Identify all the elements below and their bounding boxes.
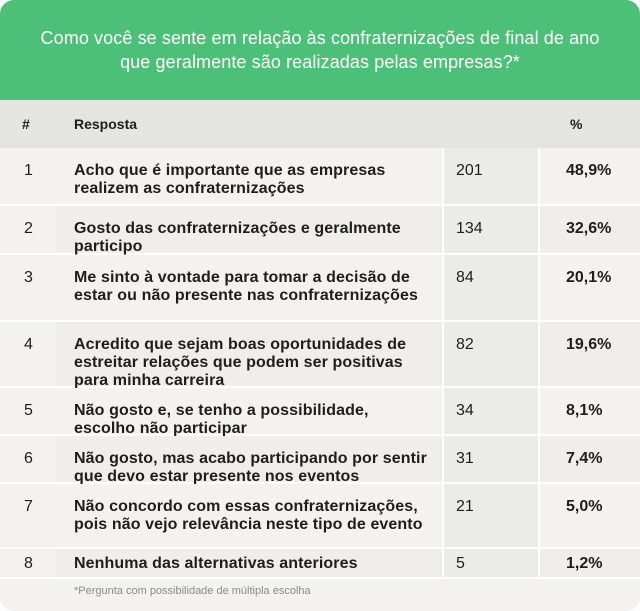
- row-number: 2: [24, 220, 33, 237]
- row-number: 4: [24, 336, 33, 353]
- row-answer: Não gosto e, se tenho a possibilidade, e…: [56, 388, 442, 437]
- header-num: #: [22, 116, 30, 132]
- table-row: 4 Acredito que sejam boas oportunidades …: [0, 322, 640, 389]
- table-body: 1 Acho que é importante que as empresas …: [0, 148, 640, 579]
- table-row: 2 Gosto das confraternizações e geralmen…: [0, 206, 640, 255]
- table-row: 7 Não concordo com essas confraternizaçõ…: [0, 484, 640, 549]
- table-header: # Resposta %: [0, 100, 640, 148]
- table-row: 5 Não gosto e, se tenho a possibilidade,…: [0, 388, 640, 437]
- table-row: 1 Acho que é importante que as empresas …: [0, 148, 640, 206]
- row-percent: 8,1%: [540, 388, 640, 434]
- survey-question-title: Como você se sente em relação às confrat…: [40, 28, 600, 72]
- row-number: 7: [24, 498, 33, 515]
- row-answer: Não gosto, mas acabo participando por se…: [56, 436, 442, 485]
- row-percent: 19,6%: [540, 322, 640, 386]
- row-count: 34: [442, 388, 540, 434]
- footnote: *Pergunta com possibilidade de múltipla …: [74, 585, 311, 597]
- row-answer: Acredito que sejam boas oportunidades de…: [56, 322, 442, 389]
- row-percent: 7,4%: [540, 436, 640, 482]
- table-row: 8 Nenhuma das alternativas anteriores 5 …: [0, 549, 640, 579]
- row-answer: Não concordo com essas confraternizações…: [56, 484, 442, 547]
- row-count: 31: [442, 436, 540, 482]
- row-percent: 32,6%: [540, 206, 640, 253]
- table-row: 6 Não gosto, mas acabo participando por …: [0, 436, 640, 485]
- row-count: 5: [442, 549, 540, 577]
- row-percent: 20,1%: [540, 255, 640, 320]
- row-number: 1: [24, 162, 33, 179]
- row-number: 6: [24, 450, 33, 467]
- row-answer: Me sinto à vontade para tomar a decisão …: [56, 255, 442, 320]
- row-number: 8: [24, 555, 33, 572]
- row-count: 201: [442, 148, 540, 204]
- header-resposta: Resposta: [74, 116, 138, 132]
- row-count: 21: [442, 484, 540, 547]
- row-count: 82: [442, 322, 540, 386]
- row-percent: 1,2%: [540, 549, 640, 577]
- row-count: 84: [442, 255, 540, 320]
- row-answer: Acho que é importante que as empresas re…: [56, 148, 442, 204]
- header-pct: %: [570, 116, 583, 132]
- row-number: 3: [24, 269, 33, 286]
- row-percent: 5,0%: [540, 484, 640, 547]
- title-bar: Como você se sente em relação às confrat…: [0, 0, 640, 100]
- row-number: 5: [24, 402, 33, 419]
- row-percent: 48,9%: [540, 148, 640, 204]
- table-row: 3 Me sinto à vontade para tomar a decisã…: [0, 255, 640, 322]
- row-count: 134: [442, 206, 540, 253]
- row-answer: Gosto das confraternizações e geralmente…: [56, 206, 442, 255]
- row-answer: Nenhuma das alternativas anteriores: [56, 549, 442, 577]
